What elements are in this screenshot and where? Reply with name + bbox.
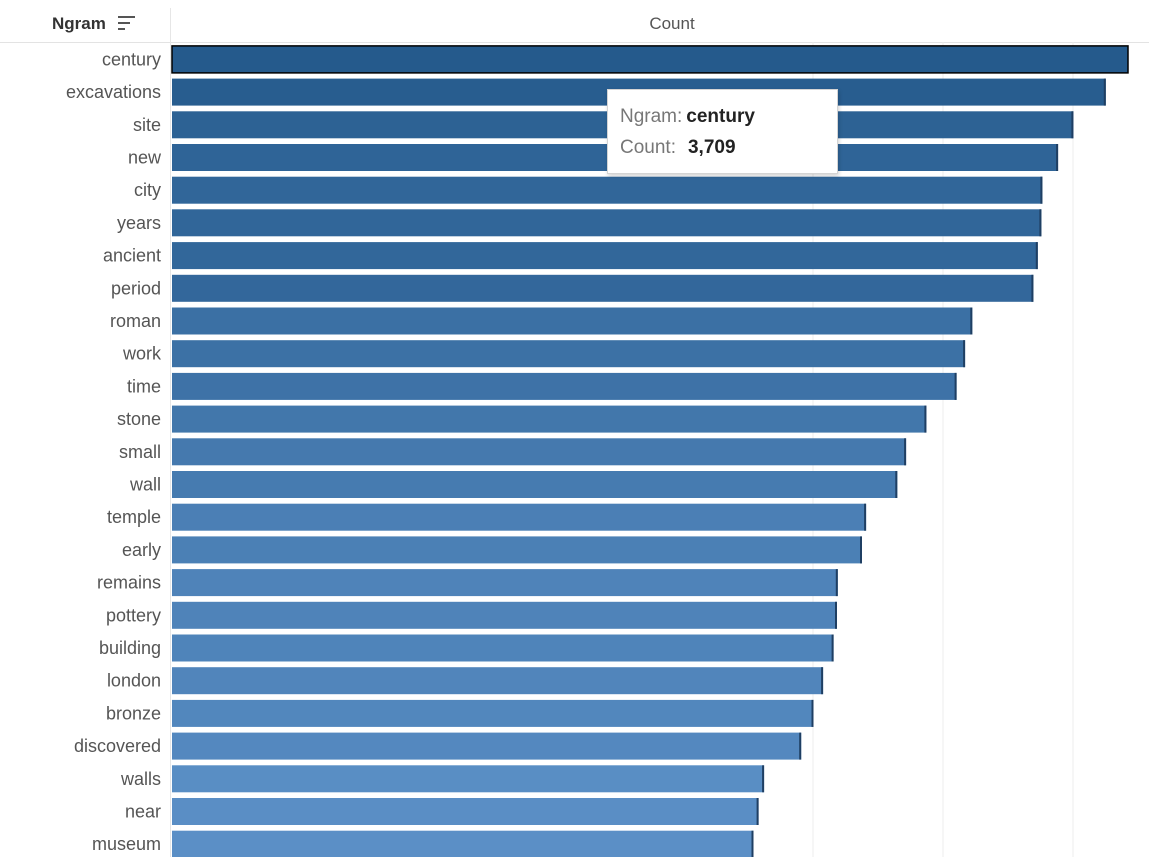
row-label-new[interactable]: new [128, 148, 162, 168]
bar-end-building [831, 634, 834, 662]
bar-end-near [756, 798, 759, 825]
row-header-divider [170, 8, 171, 857]
row-label-remains[interactable]: remains [97, 573, 161, 593]
bar-work[interactable] [172, 340, 966, 368]
row-label-work[interactable]: work [122, 344, 162, 364]
bar-end-period [1031, 274, 1034, 302]
bar-small[interactable] [172, 438, 907, 466]
bar-years[interactable] [172, 209, 1042, 237]
bar-ancient[interactable] [172, 242, 1038, 270]
row-label-museum[interactable]: museum [92, 834, 161, 854]
bar-temple[interactable] [172, 503, 867, 531]
bar-end-years [1039, 209, 1042, 237]
row-label-small[interactable]: small [119, 442, 161, 462]
tooltip: Ngram: century Count: 3,709 [607, 89, 838, 174]
bar-end-stone [924, 405, 927, 433]
row-label-period[interactable]: period [111, 278, 161, 298]
bar-london[interactable] [172, 667, 824, 695]
row-label-walls[interactable]: walls [120, 769, 161, 789]
row-label-london[interactable]: london [107, 671, 161, 691]
bar-century[interactable] [171, 45, 1129, 74]
bar-time[interactable] [172, 372, 957, 400]
tooltip-count-line: Count: 3,709 [620, 137, 736, 159]
tooltip-ngram-value: century [686, 106, 755, 127]
sort-descending-icon[interactable] [117, 15, 137, 31]
bar-museum[interactable] [172, 830, 754, 857]
bar-wall[interactable] [172, 471, 898, 498]
row-label-years[interactable]: years [117, 213, 161, 233]
bar-end-ancient [1035, 242, 1038, 270]
bar-end-site [1071, 111, 1074, 139]
bar-remains[interactable] [172, 569, 838, 597]
bar-end-city [1040, 176, 1043, 204]
bar-end-roman [970, 307, 973, 335]
bar-end-work [963, 340, 966, 368]
bar-building[interactable] [172, 634, 834, 662]
bar-end-excavations [1103, 78, 1106, 106]
bar-end-new [1056, 144, 1059, 171]
header-row [0, 0, 1149, 43]
row-label-temple[interactable]: temple [107, 507, 161, 527]
bar-end-time [954, 372, 957, 400]
row-label-city[interactable]: city [134, 180, 161, 200]
bar-end-pottery [835, 601, 837, 629]
bar-early[interactable] [172, 536, 862, 564]
column-header-label[interactable]: Count [649, 14, 695, 33]
row-label-pottery[interactable]: pottery [106, 605, 161, 625]
row-label-ancient[interactable]: ancient [103, 246, 161, 266]
bar-end-small [904, 438, 907, 466]
bar-end-wall [895, 471, 898, 498]
bar-end-bronze [811, 699, 814, 727]
bar-bronze[interactable] [172, 699, 814, 727]
bar-end-temple [864, 503, 867, 531]
tooltip-ngram-line: Ngram: century [620, 106, 755, 128]
bar-end-london [821, 667, 824, 695]
row-label-century[interactable]: century [102, 49, 161, 69]
row-label-early[interactable]: early [122, 540, 161, 560]
bar-end-museum [751, 830, 754, 857]
row-label-bronze[interactable]: bronze [106, 703, 161, 723]
tooltip-ngram-key: Ngram: [620, 106, 683, 127]
row-label-roman[interactable]: roman [110, 311, 161, 331]
bar-end-walls [762, 765, 765, 793]
bar-period[interactable] [172, 274, 1034, 302]
tooltip-count-value: 3,709 [687, 137, 736, 158]
row-label-discovered[interactable]: discovered [74, 736, 161, 756]
bar-stone[interactable] [172, 405, 927, 433]
bar-end-remains [835, 569, 838, 597]
bar-roman[interactable] [172, 307, 973, 335]
tooltip-count-key: Count: [620, 137, 676, 158]
row-label-excavations[interactable]: excavations [66, 82, 161, 102]
bar-pottery[interactable] [172, 601, 837, 629]
row-label-site[interactable]: site [133, 115, 161, 135]
row-label-building[interactable]: building [99, 638, 161, 658]
row-label-near[interactable]: near [125, 802, 161, 822]
row-header-label[interactable]: Ngram [52, 14, 106, 33]
bar-walls[interactable] [172, 765, 765, 793]
bar-end-discovered [799, 732, 802, 760]
bar-end-early [860, 536, 862, 564]
row-label-time[interactable]: time [127, 376, 161, 396]
row-label-stone[interactable]: stone [117, 409, 161, 429]
bar-city[interactable] [172, 176, 1043, 204]
bar-discovered[interactable] [172, 732, 802, 760]
bar-near[interactable] [172, 798, 759, 825]
row-label-wall[interactable]: wall [129, 475, 161, 495]
